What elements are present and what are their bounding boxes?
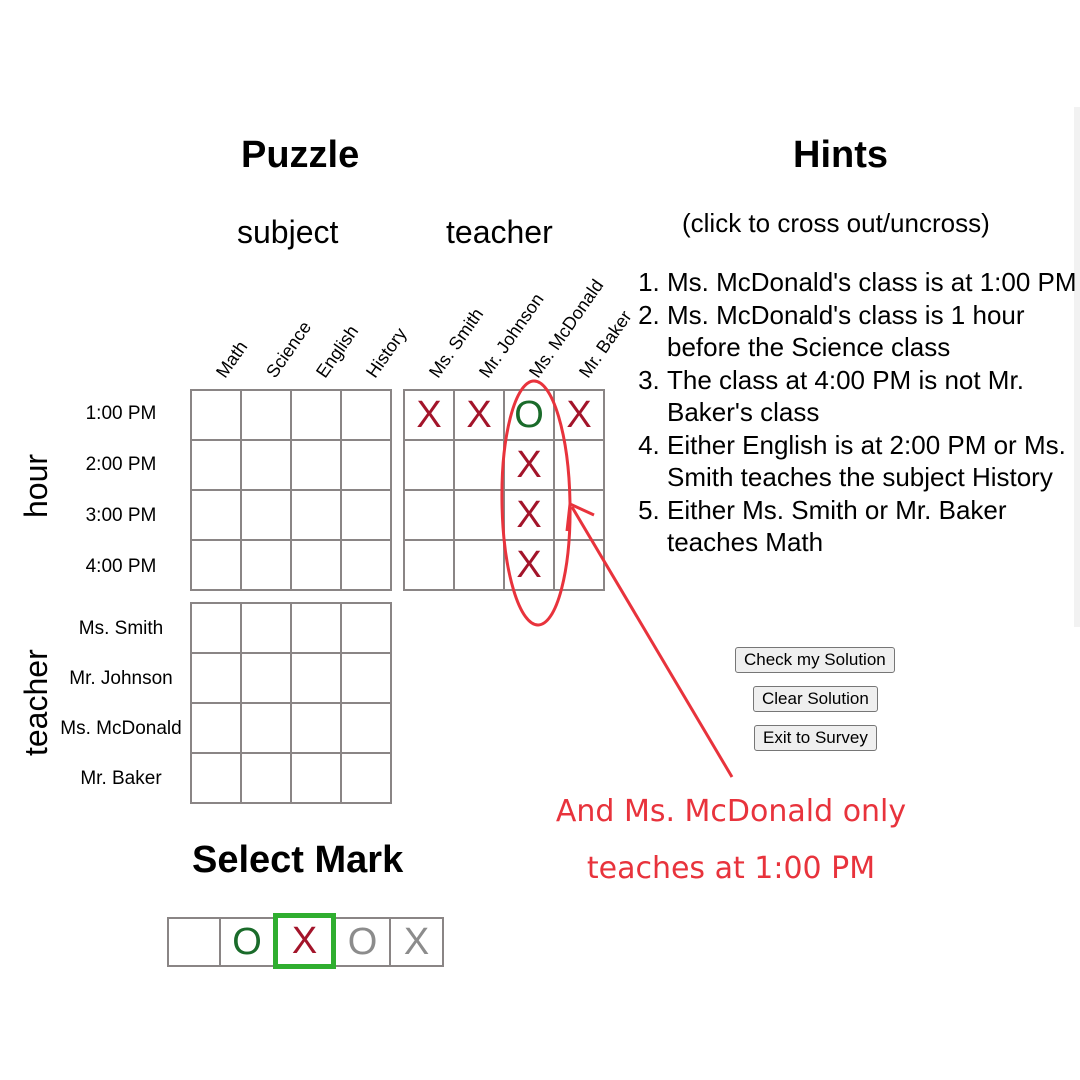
teacher-subject-cell[interactable] <box>241 703 291 753</box>
row-label-ms-smith: Ms. Smith <box>78 618 164 639</box>
hints-list: Ms. McDonald's class is at 1:00 PM Ms. M… <box>637 266 1080 559</box>
teacher-subject-grid <box>190 602 392 804</box>
hour-subject-cell[interactable] <box>291 540 341 590</box>
exit-to-survey-button[interactable]: Exit to Survey <box>754 725 877 751</box>
mark-option-x-selected[interactable]: X <box>273 913 336 969</box>
hour-teacher-cell[interactable] <box>404 440 454 490</box>
teacher-subject-cell[interactable] <box>191 703 241 753</box>
hour-subject-cell[interactable] <box>341 440 391 490</box>
hour-teacher-cell[interactable]: X <box>404 390 454 440</box>
hour-teacher-cell[interactable] <box>454 540 504 590</box>
hour-subject-cell[interactable] <box>341 540 391 590</box>
teacher-subject-cell[interactable] <box>191 753 241 803</box>
hour-subject-cell[interactable] <box>191 390 241 440</box>
hints-title: Hints <box>793 134 888 176</box>
hour-subject-cell[interactable] <box>341 490 391 540</box>
puzzle-title: Puzzle <box>241 134 360 176</box>
row-label-1pm: 1:00 PM <box>85 403 157 424</box>
col-header-math: Math <box>212 337 252 382</box>
hour-teacher-cell[interactable]: X <box>504 440 554 490</box>
hour-teacher-cell[interactable] <box>554 440 604 490</box>
scroll-edge <box>1074 107 1080 627</box>
hour-teacher-cell[interactable]: X <box>504 490 554 540</box>
hour-subject-cell[interactable] <box>291 390 341 440</box>
teacher-subject-cell[interactable] <box>241 653 291 703</box>
hint-item[interactable]: Either Ms. Smith or Mr. Baker teaches Ma… <box>667 494 1080 559</box>
hints-subtitle: (click to cross out/uncross) <box>682 208 990 238</box>
mark-option-blank[interactable] <box>167 917 221 967</box>
col-header-history: History <box>362 324 411 382</box>
annotation-text-line1: And Ms. McDonald only <box>555 794 907 829</box>
teacher-group-label: teacher <box>446 214 553 250</box>
hour-subject-cell[interactable] <box>191 440 241 490</box>
teacher-subject-cell[interactable] <box>341 603 391 653</box>
clear-solution-button[interactable]: Clear Solution <box>753 686 878 712</box>
teacher-subject-cell[interactable] <box>341 753 391 803</box>
row-label-mr-baker: Mr. Baker <box>80 768 162 789</box>
hour-subject-cell[interactable] <box>241 390 291 440</box>
col-header-english: English <box>312 321 363 382</box>
hour-teacher-cell[interactable] <box>404 540 454 590</box>
hour-teacher-cell[interactable] <box>454 440 504 490</box>
row-label-4pm: 4:00 PM <box>85 556 157 577</box>
hour-teacher-cell[interactable]: O <box>504 390 554 440</box>
teacher-subject-cell[interactable] <box>291 753 341 803</box>
teacher-subject-cell[interactable] <box>241 753 291 803</box>
hour-subject-cell[interactable] <box>241 490 291 540</box>
hour-teacher-cell[interactable] <box>454 490 504 540</box>
hour-teacher-cell[interactable] <box>554 540 604 590</box>
teacher-subject-cell[interactable] <box>191 603 241 653</box>
check-solution-button[interactable]: Check my Solution <box>735 647 895 673</box>
hour-axis-label: hour <box>18 453 54 518</box>
row-label-ms-mcdonald: Ms. McDonald <box>60 718 182 739</box>
teacher-subject-cell[interactable] <box>191 653 241 703</box>
hint-item[interactable]: Ms. McDonald's class is at 1:00 PM <box>667 266 1080 299</box>
annotation-text-line2: teaches at 1:00 PM <box>586 851 876 886</box>
mark-option-o[interactable]: O <box>219 917 275 967</box>
row-label-2pm: 2:00 PM <box>85 454 157 475</box>
select-mark-title: Select Mark <box>192 839 404 881</box>
teacher-subject-cell[interactable] <box>241 603 291 653</box>
hour-subject-cell[interactable] <box>341 390 391 440</box>
teacher-subject-cell[interactable] <box>291 703 341 753</box>
hour-teacher-cell[interactable] <box>404 490 454 540</box>
teacher-subject-cell[interactable] <box>341 653 391 703</box>
hour-teacher-cell[interactable] <box>554 490 604 540</box>
hour-subject-cell[interactable] <box>191 490 241 540</box>
hint-item[interactable]: The class at 4:00 PM is not Mr. Baker's … <box>667 364 1080 429</box>
hour-subject-grid <box>190 389 392 591</box>
hour-teacher-cell[interactable]: X <box>554 390 604 440</box>
hour-subject-cell[interactable] <box>241 440 291 490</box>
hint-item[interactable]: Either English is at 2:00 PM or Ms. Smit… <box>667 429 1080 494</box>
hint-item[interactable]: Ms. McDonald's class is 1 hour before th… <box>667 299 1080 364</box>
teacher-subject-cell[interactable] <box>341 703 391 753</box>
hour-teacher-cell[interactable]: X <box>454 390 504 440</box>
hour-subject-cell[interactable] <box>291 440 341 490</box>
col-header-science: Science <box>262 317 316 382</box>
mark-option-o-faded[interactable]: O <box>334 917 391 967</box>
row-label-3pm: 3:00 PM <box>85 505 157 526</box>
hour-teacher-cell[interactable]: X <box>504 540 554 590</box>
subject-group-label: subject <box>237 214 339 250</box>
mark-option-x-faded[interactable]: X <box>389 917 444 967</box>
row-label-mr-johnson: Mr. Johnson <box>69 668 173 689</box>
hour-subject-cell[interactable] <box>291 490 341 540</box>
teacher-subject-cell[interactable] <box>291 603 341 653</box>
teacher-subject-cell[interactable] <box>291 653 341 703</box>
hour-subject-cell[interactable] <box>241 540 291 590</box>
hour-subject-cell[interactable] <box>191 540 241 590</box>
